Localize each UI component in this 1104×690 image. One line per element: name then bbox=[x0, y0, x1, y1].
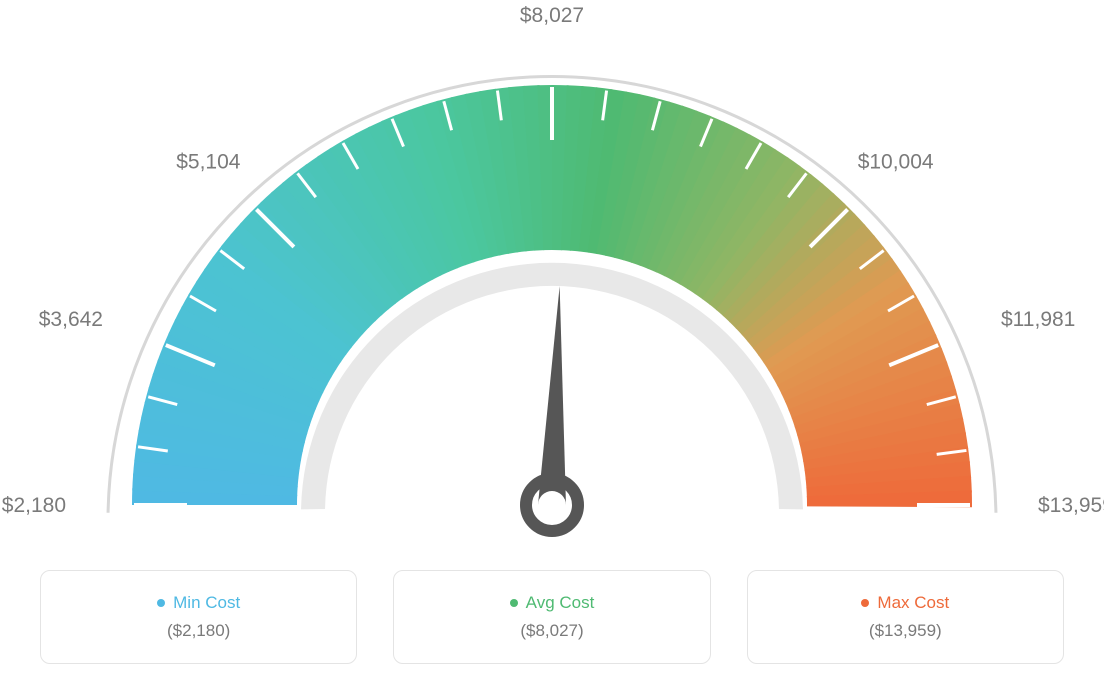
cost-cards-row: Min Cost ($2,180) Avg Cost ($8,027) Max … bbox=[0, 570, 1104, 664]
tick-label: $3,642 bbox=[39, 308, 103, 331]
max-cost-card: Max Cost ($13,959) bbox=[747, 570, 1064, 664]
gauge-chart: $2,180 $3,642 $5,104 $8,027 $10,004 $11,981 $1… bbox=[0, 0, 1104, 560]
tick-label: $5,104 bbox=[176, 150, 241, 173]
min-cost-header: Min Cost bbox=[157, 593, 240, 613]
max-dot-icon bbox=[861, 599, 869, 607]
min-cost-value: ($2,180) bbox=[167, 621, 230, 641]
gauge-svg: $2,180 $3,642 $5,104 $8,027 $10,004 $11,981 $1… bbox=[0, 0, 1104, 560]
min-cost-card: Min Cost ($2,180) bbox=[40, 570, 357, 664]
avg-dot-icon bbox=[510, 599, 518, 607]
tick-label: $10,004 bbox=[858, 150, 934, 173]
max-cost-title: Max Cost bbox=[877, 593, 949, 613]
tick-label: $11,981 bbox=[1001, 308, 1075, 331]
needle-icon bbox=[538, 286, 566, 505]
avg-cost-card: Avg Cost ($8,027) bbox=[393, 570, 710, 664]
avg-cost-title: Avg Cost bbox=[526, 593, 595, 613]
avg-cost-header: Avg Cost bbox=[510, 593, 595, 613]
tick-label: $8,027 bbox=[520, 4, 584, 27]
tick-label: $2,180 bbox=[2, 494, 66, 517]
min-cost-title: Min Cost bbox=[173, 593, 240, 613]
max-cost-value: ($13,959) bbox=[869, 621, 942, 641]
avg-cost-value: ($8,027) bbox=[520, 621, 583, 641]
max-cost-header: Max Cost bbox=[861, 593, 949, 613]
needle-hub-hole bbox=[538, 491, 566, 519]
tick-label: $13,959 bbox=[1038, 494, 1104, 517]
min-dot-icon bbox=[157, 599, 165, 607]
